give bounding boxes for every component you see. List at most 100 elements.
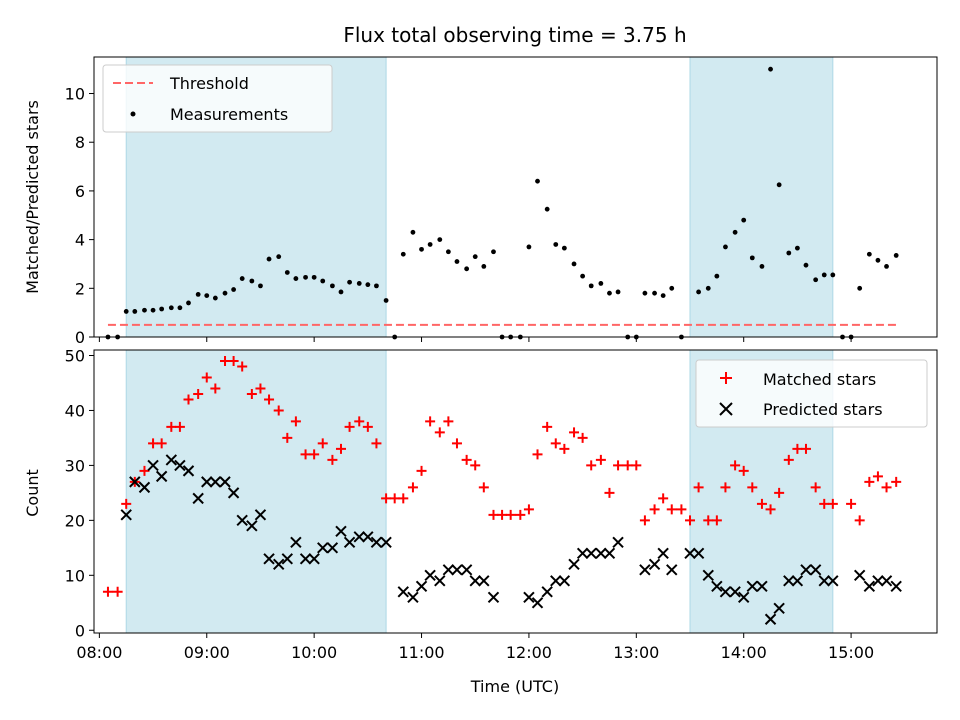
- predicted-star-point: [880, 575, 893, 587]
- bottom-axes-frame: [93, 349, 938, 634]
- bottom-x-tick-label: 08:00: [76, 643, 122, 662]
- matched-star-point: [711, 515, 722, 526]
- predicted-star-point: [165, 454, 178, 466]
- measurement-point: [588, 283, 594, 289]
- measurement-point: [526, 244, 532, 250]
- threshold-legend-label: Threshold: [169, 74, 249, 93]
- measurement-point: [705, 285, 711, 291]
- measurement-point: [660, 293, 666, 299]
- measurement-point: [330, 283, 335, 289]
- bottom-y-tick-label: 20: [65, 511, 85, 530]
- matched-star-point: [183, 394, 194, 405]
- predicted-star-point: [576, 547, 589, 560]
- bottom-legend: Matched stars Predicted stars: [695, 359, 928, 428]
- matched-star-point: [290, 416, 301, 427]
- matched-star-point: [685, 515, 696, 526]
- predicted-star-point: [648, 558, 661, 571]
- matched-star-point: [550, 438, 561, 449]
- measurement-point: [231, 287, 237, 292]
- measurement-point: [535, 178, 540, 184]
- matched-star-point: [569, 427, 580, 438]
- matched-star-point: [237, 361, 248, 372]
- predicted-star-point: [729, 586, 741, 598]
- predicted-star-point: [863, 580, 876, 592]
- predicted-star-point: [335, 525, 347, 538]
- matched-star-point: [425, 416, 436, 427]
- predicted-star-point: [684, 547, 696, 560]
- measurement-point: [714, 273, 720, 279]
- predicted-star-point: [523, 591, 535, 603]
- measurement-point: [249, 278, 255, 284]
- predicted-star-point: [281, 553, 294, 565]
- predicted-star-point: [219, 476, 231, 488]
- matched-star-point: [613, 460, 624, 471]
- measurement-point: [347, 279, 352, 285]
- bottom-x-tick-label: 13:00: [613, 643, 659, 662]
- matched-star-point: [720, 482, 731, 493]
- measurement-point: [544, 206, 550, 212]
- measurement-point: [266, 256, 272, 262]
- matched-star-point: [595, 454, 606, 465]
- measurement-point: [142, 307, 147, 313]
- matched-star-point: [451, 438, 462, 449]
- measurement-point: [186, 300, 191, 306]
- measurement-point: [652, 290, 657, 296]
- measurement-point: [365, 282, 371, 288]
- predicted-star-point: [603, 547, 616, 560]
- bottom-y-tick-label: 0: [75, 621, 85, 640]
- matched-star-point: [255, 383, 266, 394]
- predicted-star-point: [299, 553, 312, 565]
- measurement-point: [642, 290, 648, 296]
- matched-star-point: [381, 493, 392, 504]
- predicted-star-point: [737, 591, 750, 603]
- matched-star-point: [389, 493, 400, 504]
- predicted-star-point: [174, 459, 186, 472]
- measurement-point: [875, 257, 881, 263]
- matched-star-point: [676, 504, 687, 515]
- measurement-point: [427, 242, 433, 247]
- predicted-star-point: [773, 602, 785, 614]
- matched-star-point: [121, 498, 132, 509]
- predicted-star-point: [639, 564, 651, 576]
- measurement-point: [491, 249, 496, 255]
- measurement-point: [669, 285, 675, 291]
- matched-star-point: [210, 383, 221, 394]
- measurement-point: [303, 274, 308, 280]
- matched-star-point: [166, 421, 177, 432]
- top-y-tick-label: 8: [75, 133, 85, 152]
- predicted-star-point: [129, 476, 141, 488]
- predicted-star-point: [809, 564, 822, 576]
- measurement-point: [284, 270, 290, 275]
- matched-star-point: [246, 388, 257, 399]
- matched-star-point: [631, 460, 642, 471]
- matched-star-point: [416, 465, 427, 476]
- matched-star-point: [658, 493, 669, 504]
- measurement-point: [437, 237, 443, 243]
- measurement-point: [571, 261, 577, 267]
- measurement-point: [383, 298, 389, 303]
- predicted-star-point: [120, 509, 132, 521]
- measurement-point: [168, 305, 174, 311]
- predicted-star-point: [227, 487, 240, 499]
- predicted-star-point: [827, 575, 839, 587]
- measurement-point: [195, 291, 201, 297]
- measurement-point: [561, 245, 567, 251]
- predicted-star-point: [317, 542, 329, 554]
- measurement-point: [481, 263, 487, 269]
- chart-title: Flux total observing time = 3.75 h: [343, 23, 686, 47]
- top-y-tick-label: 10: [65, 85, 85, 104]
- bottom-x-tick-label: 10:00: [291, 643, 337, 662]
- matched-star-point: [819, 498, 830, 509]
- bottom-x-tick-label: 12:00: [506, 643, 552, 662]
- predicted-star-point: [236, 514, 248, 527]
- matched-star-point: [730, 460, 741, 471]
- matched-star-point: [102, 586, 113, 597]
- measurement-point: [768, 66, 773, 72]
- x-axis-label: Time (UTC): [470, 677, 559, 696]
- measurement-point: [445, 249, 451, 255]
- measurement-point: [615, 289, 621, 295]
- matched-star-point: [470, 460, 481, 471]
- predicted-star-point: [343, 536, 356, 549]
- predicted-legend-label: Predicted stars: [763, 400, 883, 419]
- predicted-star-point: [434, 575, 446, 587]
